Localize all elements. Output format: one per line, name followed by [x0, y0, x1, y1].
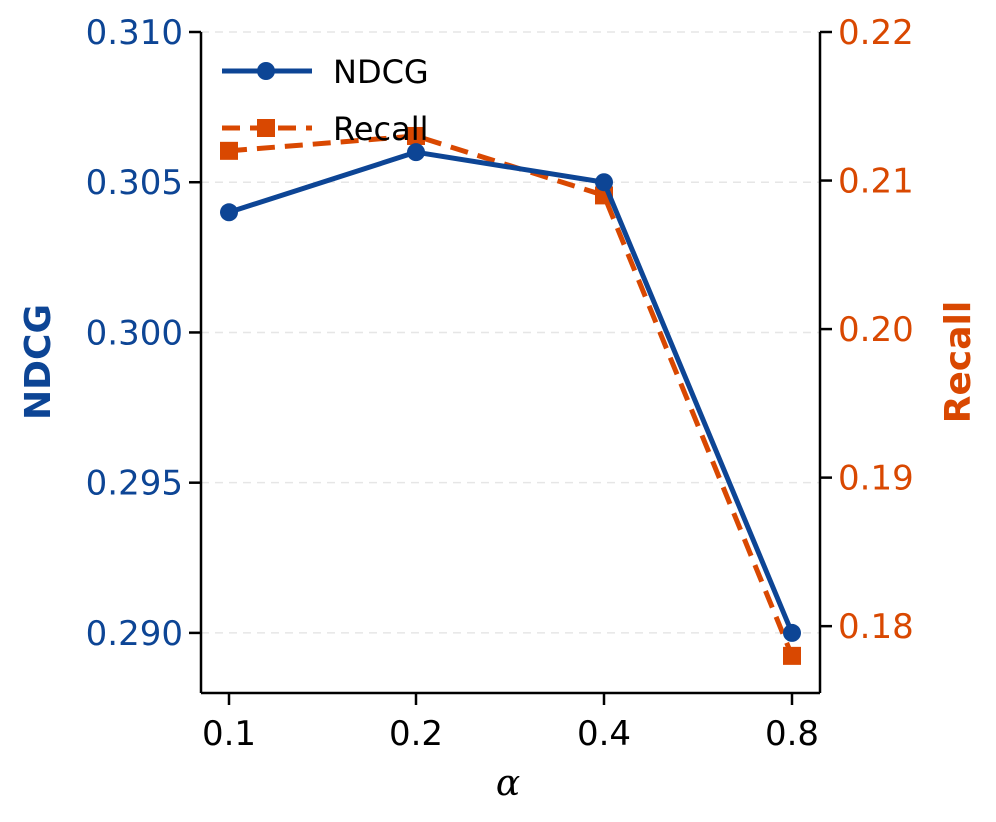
left-tick-label: 0.310 [86, 13, 183, 53]
data-point-recall [220, 141, 238, 160]
data-point-ndcg [783, 623, 801, 642]
left-tick-label: 0.305 [86, 163, 183, 203]
legend-label-recall: Recall [333, 110, 428, 148]
x-tick-label: 0.2 [389, 714, 443, 754]
legend: NDCG Recall [222, 53, 429, 148]
x-tick-label: 0.1 [202, 714, 256, 754]
legend-marker-recall [257, 119, 275, 137]
right-tick-label: 0.22 [838, 13, 914, 53]
series-layer [220, 126, 801, 665]
left-tick-label: 0.290 [86, 614, 183, 654]
right-tick-label: 0.19 [838, 459, 914, 499]
right-tick-label: 0.18 [838, 607, 914, 647]
data-point-recall [783, 646, 801, 665]
left-axis-title: NDCG [18, 304, 59, 420]
legend-label-ndcg: NDCG [333, 53, 429, 91]
grid-lines [201, 31, 820, 634]
series-line-recall [228, 133, 795, 657]
right-axis-title: Recall [938, 301, 979, 423]
x-tick-label: 0.8 [765, 714, 819, 754]
data-point-ndcg [407, 143, 425, 162]
x-axis-title: α [496, 763, 520, 804]
legend-marker-ndcg [257, 62, 275, 80]
x-tick-label: 0.4 [577, 714, 631, 754]
right-tick-label: 0.20 [838, 310, 914, 350]
data-point-ndcg [220, 203, 238, 222]
axes: 0.290 0.295 0.300 0.305 0.310 0.18 0.19 0.20 0.2… [18, 13, 979, 804]
left-tick-label: 0.295 [86, 464, 183, 504]
series-line-ndcg [228, 149, 795, 634]
left-tick-label: 0.300 [86, 313, 183, 353]
data-point-ndcg [595, 173, 613, 192]
data-point-recall [407, 126, 425, 145]
right-tick-label: 0.21 [838, 162, 914, 202]
